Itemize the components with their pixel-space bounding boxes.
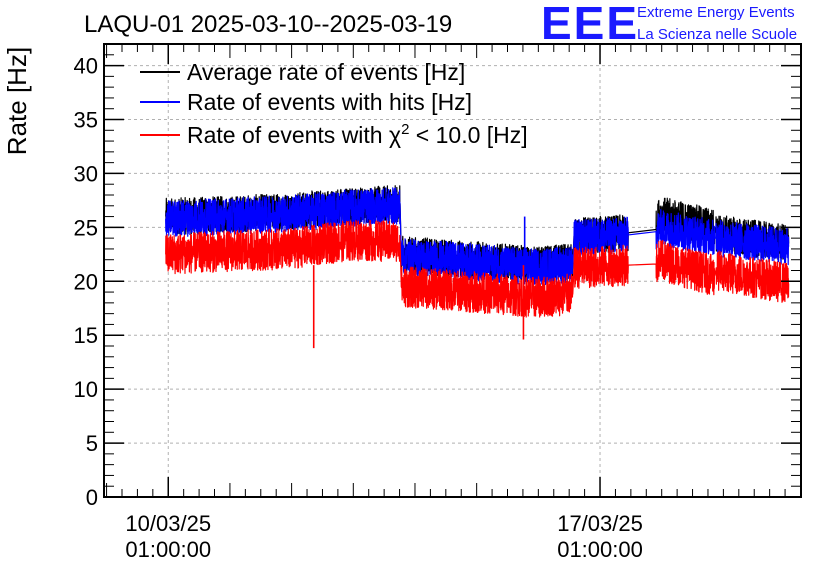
legend-label-part: Rate of events with χ xyxy=(187,122,401,148)
legend-label-2: Rate of events with χ2 < 10.0 [Hz] xyxy=(187,121,528,148)
y-tick-label: 25 xyxy=(74,215,98,240)
y-tick-label: 20 xyxy=(74,269,98,294)
legend: Average rate of events [Hz] Rate of event… xyxy=(140,59,528,148)
grid xyxy=(104,44,801,497)
legend-label-1: Rate of events with hits [Hz] xyxy=(187,89,472,115)
logo-line1: Extreme Energy Events xyxy=(637,4,795,21)
legend-label-part: < 10.0 [Hz] xyxy=(409,122,527,148)
data-series xyxy=(165,185,790,349)
series-line-2 xyxy=(165,219,790,318)
y-tick-label: 30 xyxy=(74,161,98,186)
logo-mark: EEE xyxy=(541,0,639,49)
y-tick-label: 40 xyxy=(74,54,98,79)
y-tick-label: 0 xyxy=(86,485,98,510)
y-tick-label: 10 xyxy=(74,377,98,402)
chart-title: LAQU-01 2025-03-10--2025-03-19 xyxy=(84,11,452,38)
y-axis-label: Rate [Hz] xyxy=(2,47,32,155)
x-tick-label-time: 01:00:00 xyxy=(557,537,643,562)
x-tick-label-date: 10/03/25 xyxy=(125,511,211,536)
x-tick-label-time: 01:00:00 xyxy=(125,537,211,562)
legend-label-superscript: 2 xyxy=(401,121,409,138)
legend-label-0: Average rate of events [Hz] xyxy=(187,59,465,85)
logo-line2: La Scienza nelle Scuole xyxy=(637,26,797,43)
y-tick-label: 35 xyxy=(74,108,98,133)
y-tick-label: 5 xyxy=(86,431,98,456)
series-line-1 xyxy=(165,187,790,286)
logo: EEE Extreme Energy Events La Scienza nel… xyxy=(541,0,797,49)
axes: 051015202530354010/03/2501:00:0017/03/25… xyxy=(74,43,801,562)
x-tick-label-date: 17/03/25 xyxy=(557,511,643,536)
y-tick-label: 15 xyxy=(74,323,98,348)
